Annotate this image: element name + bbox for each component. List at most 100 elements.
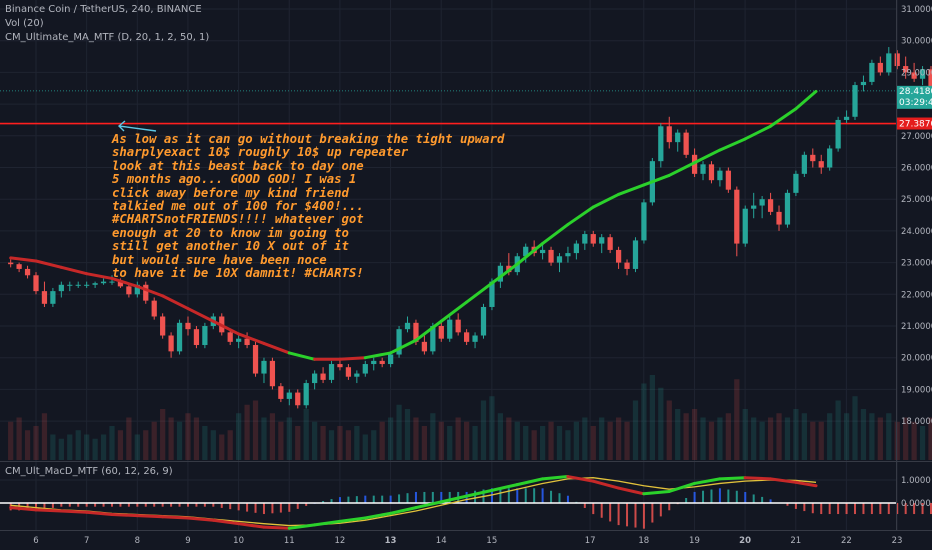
macd-line-segment — [667, 481, 696, 493]
ma-segment — [262, 341, 291, 355]
volume-bar — [565, 430, 571, 460]
candle-body — [734, 189, 740, 244]
macd-line-segment — [718, 476, 747, 481]
volume-bars — [8, 375, 932, 460]
macd-histogram-bar — [634, 503, 637, 528]
macd-histogram-bar — [102, 503, 105, 507]
macd-histogram-bar — [288, 503, 291, 512]
volume-bar — [430, 413, 436, 460]
macd-histogram-bar — [186, 503, 189, 507]
candle-body — [50, 291, 56, 304]
volume-bar — [92, 438, 98, 460]
ma-segment — [490, 262, 519, 285]
macd-histogram-bar — [68, 503, 71, 507]
volume-bar — [827, 413, 833, 460]
volume-bar — [100, 434, 107, 460]
macd-line-segment — [85, 510, 114, 516]
macd-histogram-bar — [769, 499, 772, 503]
time-tick-label: 18 — [638, 536, 649, 546]
candle-body — [919, 69, 926, 79]
macd-histogram-bar — [524, 488, 527, 503]
macd-histogram-bar — [220, 503, 223, 508]
macd-histogram-bar — [820, 503, 823, 515]
macd-histogram-bar — [144, 503, 147, 507]
volume-bar — [438, 421, 444, 460]
candle-body — [421, 341, 428, 352]
volume-bar — [463, 421, 470, 460]
volume-legend[interactable]: Vol (20) — [5, 18, 44, 29]
volume-bar — [455, 417, 461, 460]
macd-legend[interactable]: CM_Ult_MacD_MTF (60, 12, 26, 9) — [5, 466, 173, 477]
macd-histogram-bar — [347, 496, 350, 503]
volume-bar — [345, 430, 352, 460]
volume-bar — [202, 426, 208, 460]
time-tick-label: 14 — [436, 536, 447, 546]
volume-bar — [489, 396, 495, 460]
ma-segment — [161, 294, 190, 311]
candle-body — [312, 373, 318, 384]
ma-segment — [287, 351, 317, 361]
macd-histogram-bar — [837, 503, 840, 515]
macd-line-segment — [211, 518, 241, 526]
candle-body — [286, 392, 292, 399]
volume-bar — [523, 426, 529, 460]
candle-body — [75, 284, 81, 286]
price-tick-label: 31.0000 — [901, 5, 932, 15]
macd-line-segment — [490, 483, 519, 492]
time-tick-label: 17 — [585, 536, 596, 546]
volume-bar — [320, 426, 326, 460]
candle-body — [556, 256, 563, 263]
volume-bar — [84, 434, 90, 460]
volume-bar — [447, 426, 453, 460]
price-tick-label: 27.0000 — [901, 132, 932, 142]
volume-bar — [531, 430, 537, 460]
macd-histogram-bar — [609, 503, 612, 522]
candle-body — [827, 148, 833, 168]
candle-body — [16, 264, 22, 269]
candle-body — [227, 332, 233, 342]
macd-line-segment — [566, 475, 595, 483]
ma-segment — [692, 148, 722, 165]
time-axis[interactable]: 6 7 8 9 10 11 12 13 14 15 17 18 19 20 21 22 23 — [33, 536, 902, 546]
volume-bar — [134, 434, 140, 460]
macd-histogram-bar — [685, 497, 688, 503]
volume-bar — [50, 434, 56, 460]
candle-body — [447, 319, 453, 339]
price-tick-label: 22.0000 — [901, 290, 932, 300]
candle-body — [185, 322, 191, 330]
macd-histogram-bar — [229, 503, 232, 510]
candle-body — [877, 62, 883, 73]
candle-body — [565, 253, 571, 257]
macd-axis[interactable]: 1.0000 0.0000 — [901, 476, 931, 509]
macd-line-segment — [515, 477, 544, 487]
macd-histogram-bar — [372, 495, 375, 503]
volume-bar — [928, 417, 932, 460]
candle-body — [835, 119, 841, 149]
volume-bar — [58, 438, 64, 460]
candle-body — [548, 249, 554, 263]
volume-bar — [337, 426, 343, 460]
ma-segment — [389, 338, 418, 355]
price-axis[interactable]: 18.0000 19.0000 20.0000 21.0000 22.0000 23.00… — [901, 5, 932, 427]
candle-body — [67, 284, 73, 286]
volume-bar — [176, 421, 183, 460]
candle-body — [413, 322, 419, 342]
macd-histogram-bar — [305, 503, 308, 506]
symbol-legend[interactable]: Binance Coin / TetherUS, 240, BINANCE — [5, 4, 202, 15]
candle-body — [523, 246, 529, 257]
ma-segment — [794, 89, 818, 111]
volume-bar — [278, 421, 284, 460]
volume-bar — [641, 383, 647, 460]
chart-annotation-note[interactable]: As low as it can go without breaking the… — [112, 132, 505, 281]
macd-line-segment — [768, 477, 798, 484]
candle-body — [928, 69, 932, 89]
candle-body — [438, 326, 444, 339]
candle-body — [345, 367, 352, 377]
volume-bar — [599, 417, 605, 460]
macd-histogram-bar — [212, 503, 215, 507]
macd-histogram-bar — [330, 499, 333, 503]
candle-body — [455, 319, 461, 333]
ma-legend[interactable]: CM_Ultimate_MA_MTF (D, 20, 1, 2, 50, 1) — [5, 32, 210, 43]
